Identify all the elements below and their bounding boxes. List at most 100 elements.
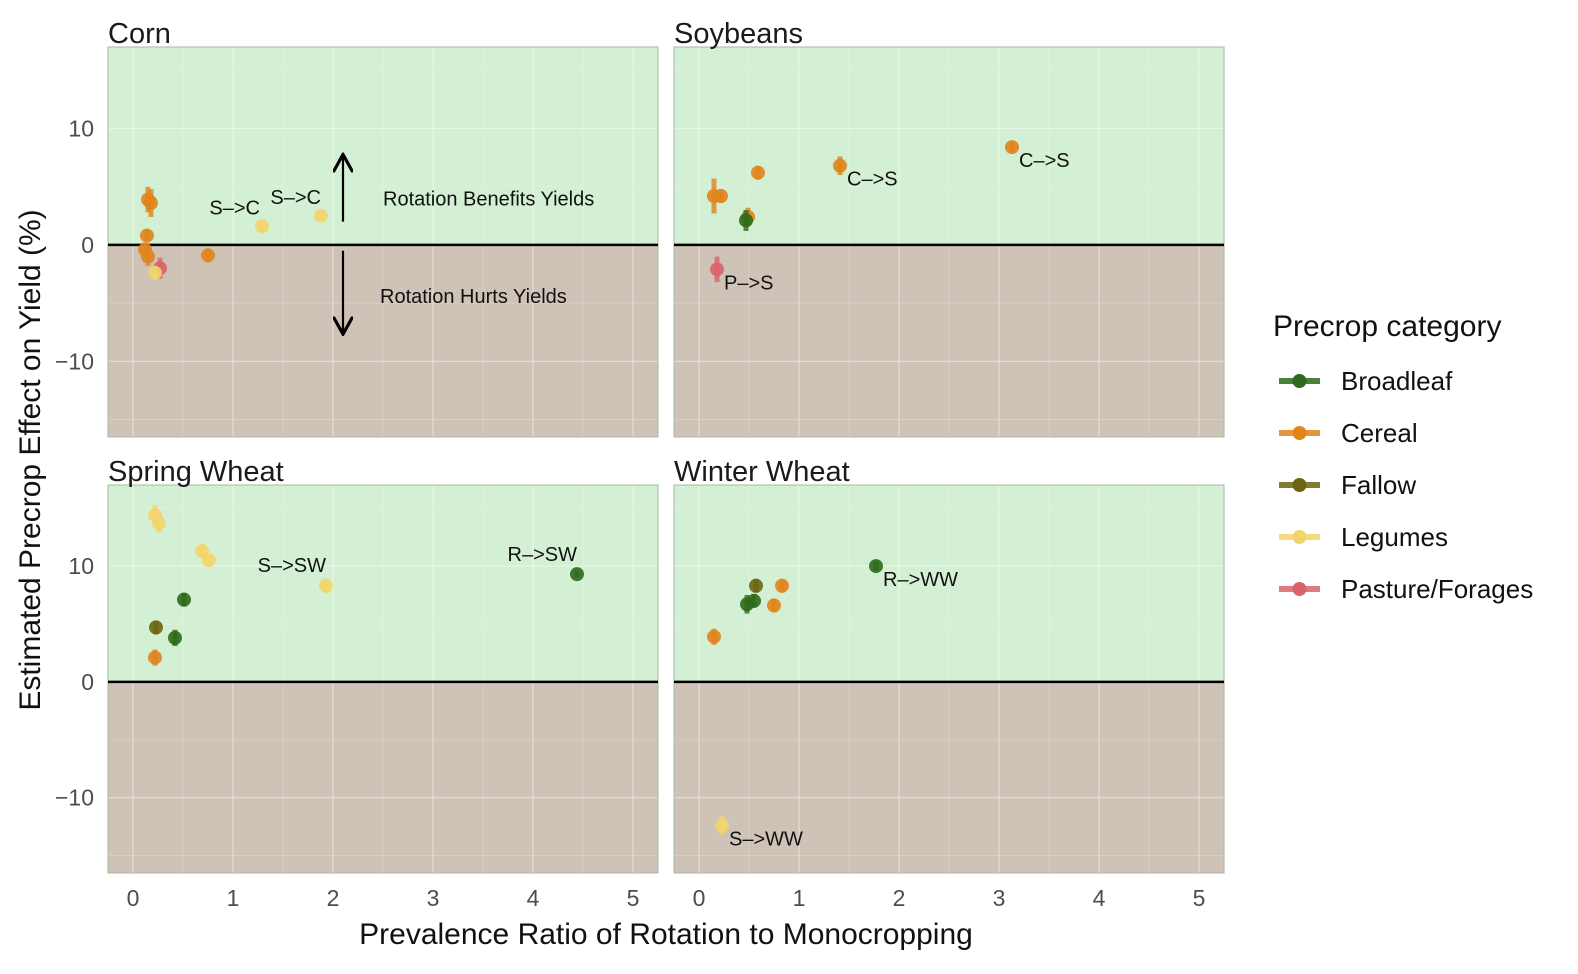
data-point xyxy=(141,247,155,266)
legend-swatch-dot xyxy=(1292,426,1307,440)
point-marker xyxy=(775,578,789,593)
data-point xyxy=(1005,140,1019,155)
legend-label: Fallow xyxy=(1341,470,1416,500)
y-tick-label: −10 xyxy=(55,785,94,811)
x-tick-label: 3 xyxy=(427,885,440,911)
facet-title: Corn xyxy=(108,18,171,50)
y-tick-label: 0 xyxy=(81,232,94,258)
data-point xyxy=(751,165,765,180)
point-marker xyxy=(314,208,328,223)
point-label: C–>S xyxy=(1019,150,1070,172)
point-label: S–>C xyxy=(209,197,260,219)
x-tick-label: 5 xyxy=(1193,885,1206,911)
data-point xyxy=(715,816,729,835)
data-point xyxy=(148,265,162,280)
legend-label: Broadleaf xyxy=(1341,366,1453,396)
point-label: C–>S xyxy=(847,169,898,191)
x-tick-label: 0 xyxy=(127,885,140,911)
point-marker xyxy=(319,578,333,593)
legend-swatch-dot xyxy=(1292,478,1307,492)
y-tick-label: 10 xyxy=(68,553,94,579)
point-marker xyxy=(140,228,154,243)
data-point xyxy=(152,513,166,533)
data-point xyxy=(255,219,269,234)
x-axis-title: Prevalence Ratio of Rotation to Monocrop… xyxy=(359,918,973,951)
point-marker xyxy=(714,189,728,204)
annotation-benefits: Rotation Benefits Yields xyxy=(383,188,594,210)
point-marker xyxy=(739,213,753,228)
data-point xyxy=(201,248,215,263)
data-point xyxy=(747,593,761,608)
facet-title: Spring Wheat xyxy=(108,456,284,488)
point-marker xyxy=(177,592,191,607)
data-point xyxy=(833,156,847,176)
y-tick-label: 0 xyxy=(81,669,94,695)
x-tick-label: 4 xyxy=(527,885,540,911)
data-point xyxy=(767,598,781,613)
point-marker xyxy=(710,262,724,277)
panel-border xyxy=(673,46,1225,438)
data-point xyxy=(202,553,216,568)
point-marker xyxy=(1005,140,1019,155)
benefit-region xyxy=(108,47,658,245)
x-tick-label: 1 xyxy=(227,885,240,911)
point-marker xyxy=(833,158,847,173)
data-point xyxy=(869,559,883,574)
legend-item: Broadleaf xyxy=(1279,366,1453,396)
point-marker xyxy=(201,248,215,263)
hurt-region xyxy=(108,681,658,873)
y-tick-label: 10 xyxy=(68,115,94,141)
legend: Precrop category Broadleaf Cereal Fallow Leg… xyxy=(1273,310,1533,604)
data-point xyxy=(775,578,789,593)
annotation-hurts: Rotation Hurts Yields xyxy=(380,286,567,308)
hurt-region xyxy=(674,244,1224,437)
point-marker xyxy=(202,553,216,568)
data-point xyxy=(144,189,158,217)
legend-swatch-dot xyxy=(1292,530,1307,544)
legend-swatch-dot xyxy=(1292,582,1307,596)
legend-item: Cereal xyxy=(1279,418,1418,448)
data-point xyxy=(707,628,721,645)
legend-item: Legumes xyxy=(1279,522,1448,552)
data-point xyxy=(168,629,182,646)
data-point xyxy=(177,592,191,607)
point-label: R–>SW xyxy=(508,544,578,566)
benefit-region xyxy=(674,47,1224,245)
point-marker xyxy=(747,593,761,608)
panel-border xyxy=(673,484,1225,874)
point-marker xyxy=(749,578,763,593)
point-marker xyxy=(255,219,269,234)
x-tick-label: 2 xyxy=(327,885,340,911)
legend-label: Legumes xyxy=(1341,522,1448,552)
legend-swatch-dot xyxy=(1292,374,1307,388)
point-label: S–>C xyxy=(270,187,321,209)
x-tick-label: 2 xyxy=(893,885,906,911)
point-marker xyxy=(715,818,729,833)
legend-item: Pasture/Forages xyxy=(1279,574,1533,604)
data-point xyxy=(140,228,154,243)
hurt-region xyxy=(674,681,1224,873)
y-tick-label: −10 xyxy=(55,348,94,374)
x-tick-label: 1 xyxy=(793,885,806,911)
point-marker xyxy=(149,620,163,635)
x-tick-label: 0 xyxy=(693,885,706,911)
data-point xyxy=(714,189,728,204)
data-point xyxy=(739,209,753,231)
x-tick-label: 3 xyxy=(993,885,1006,911)
x-tick-label: 4 xyxy=(1093,885,1106,911)
facet-title: Winter Wheat xyxy=(674,456,850,488)
facet-title: Soybeans xyxy=(674,18,803,50)
point-marker xyxy=(152,516,166,531)
panel-border xyxy=(107,484,659,874)
benefit-region xyxy=(108,485,658,682)
point-marker xyxy=(148,650,162,665)
point-marker xyxy=(869,559,883,574)
point-label: S–>SW xyxy=(258,555,326,577)
legend-label: Pasture/Forages xyxy=(1341,574,1533,604)
point-marker xyxy=(707,629,721,644)
panel-corn: Corn −10 0 10 S–>C S–>C Rotation Benefits Yiel… xyxy=(55,18,659,438)
point-label: R–>WW xyxy=(883,569,958,591)
y-axis-title: Estimated Precrop Effect on Yield (%) xyxy=(14,209,47,710)
